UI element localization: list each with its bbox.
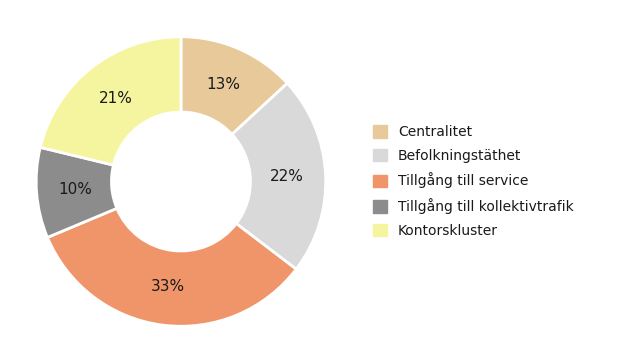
- Text: 22%: 22%: [270, 169, 303, 184]
- Text: 10%: 10%: [59, 182, 92, 197]
- Text: 13%: 13%: [207, 77, 240, 92]
- Wedge shape: [232, 83, 326, 269]
- Legend: Centralitet, Befolkningstäthet, Tillgång till service, Tillgång till kollektivtr: Centralitet, Befolkningstäthet, Tillgång…: [369, 121, 578, 242]
- Wedge shape: [41, 37, 181, 165]
- Wedge shape: [181, 37, 287, 134]
- Wedge shape: [47, 208, 296, 326]
- Text: 33%: 33%: [150, 279, 185, 294]
- Text: 21%: 21%: [99, 91, 132, 106]
- Wedge shape: [36, 147, 117, 237]
